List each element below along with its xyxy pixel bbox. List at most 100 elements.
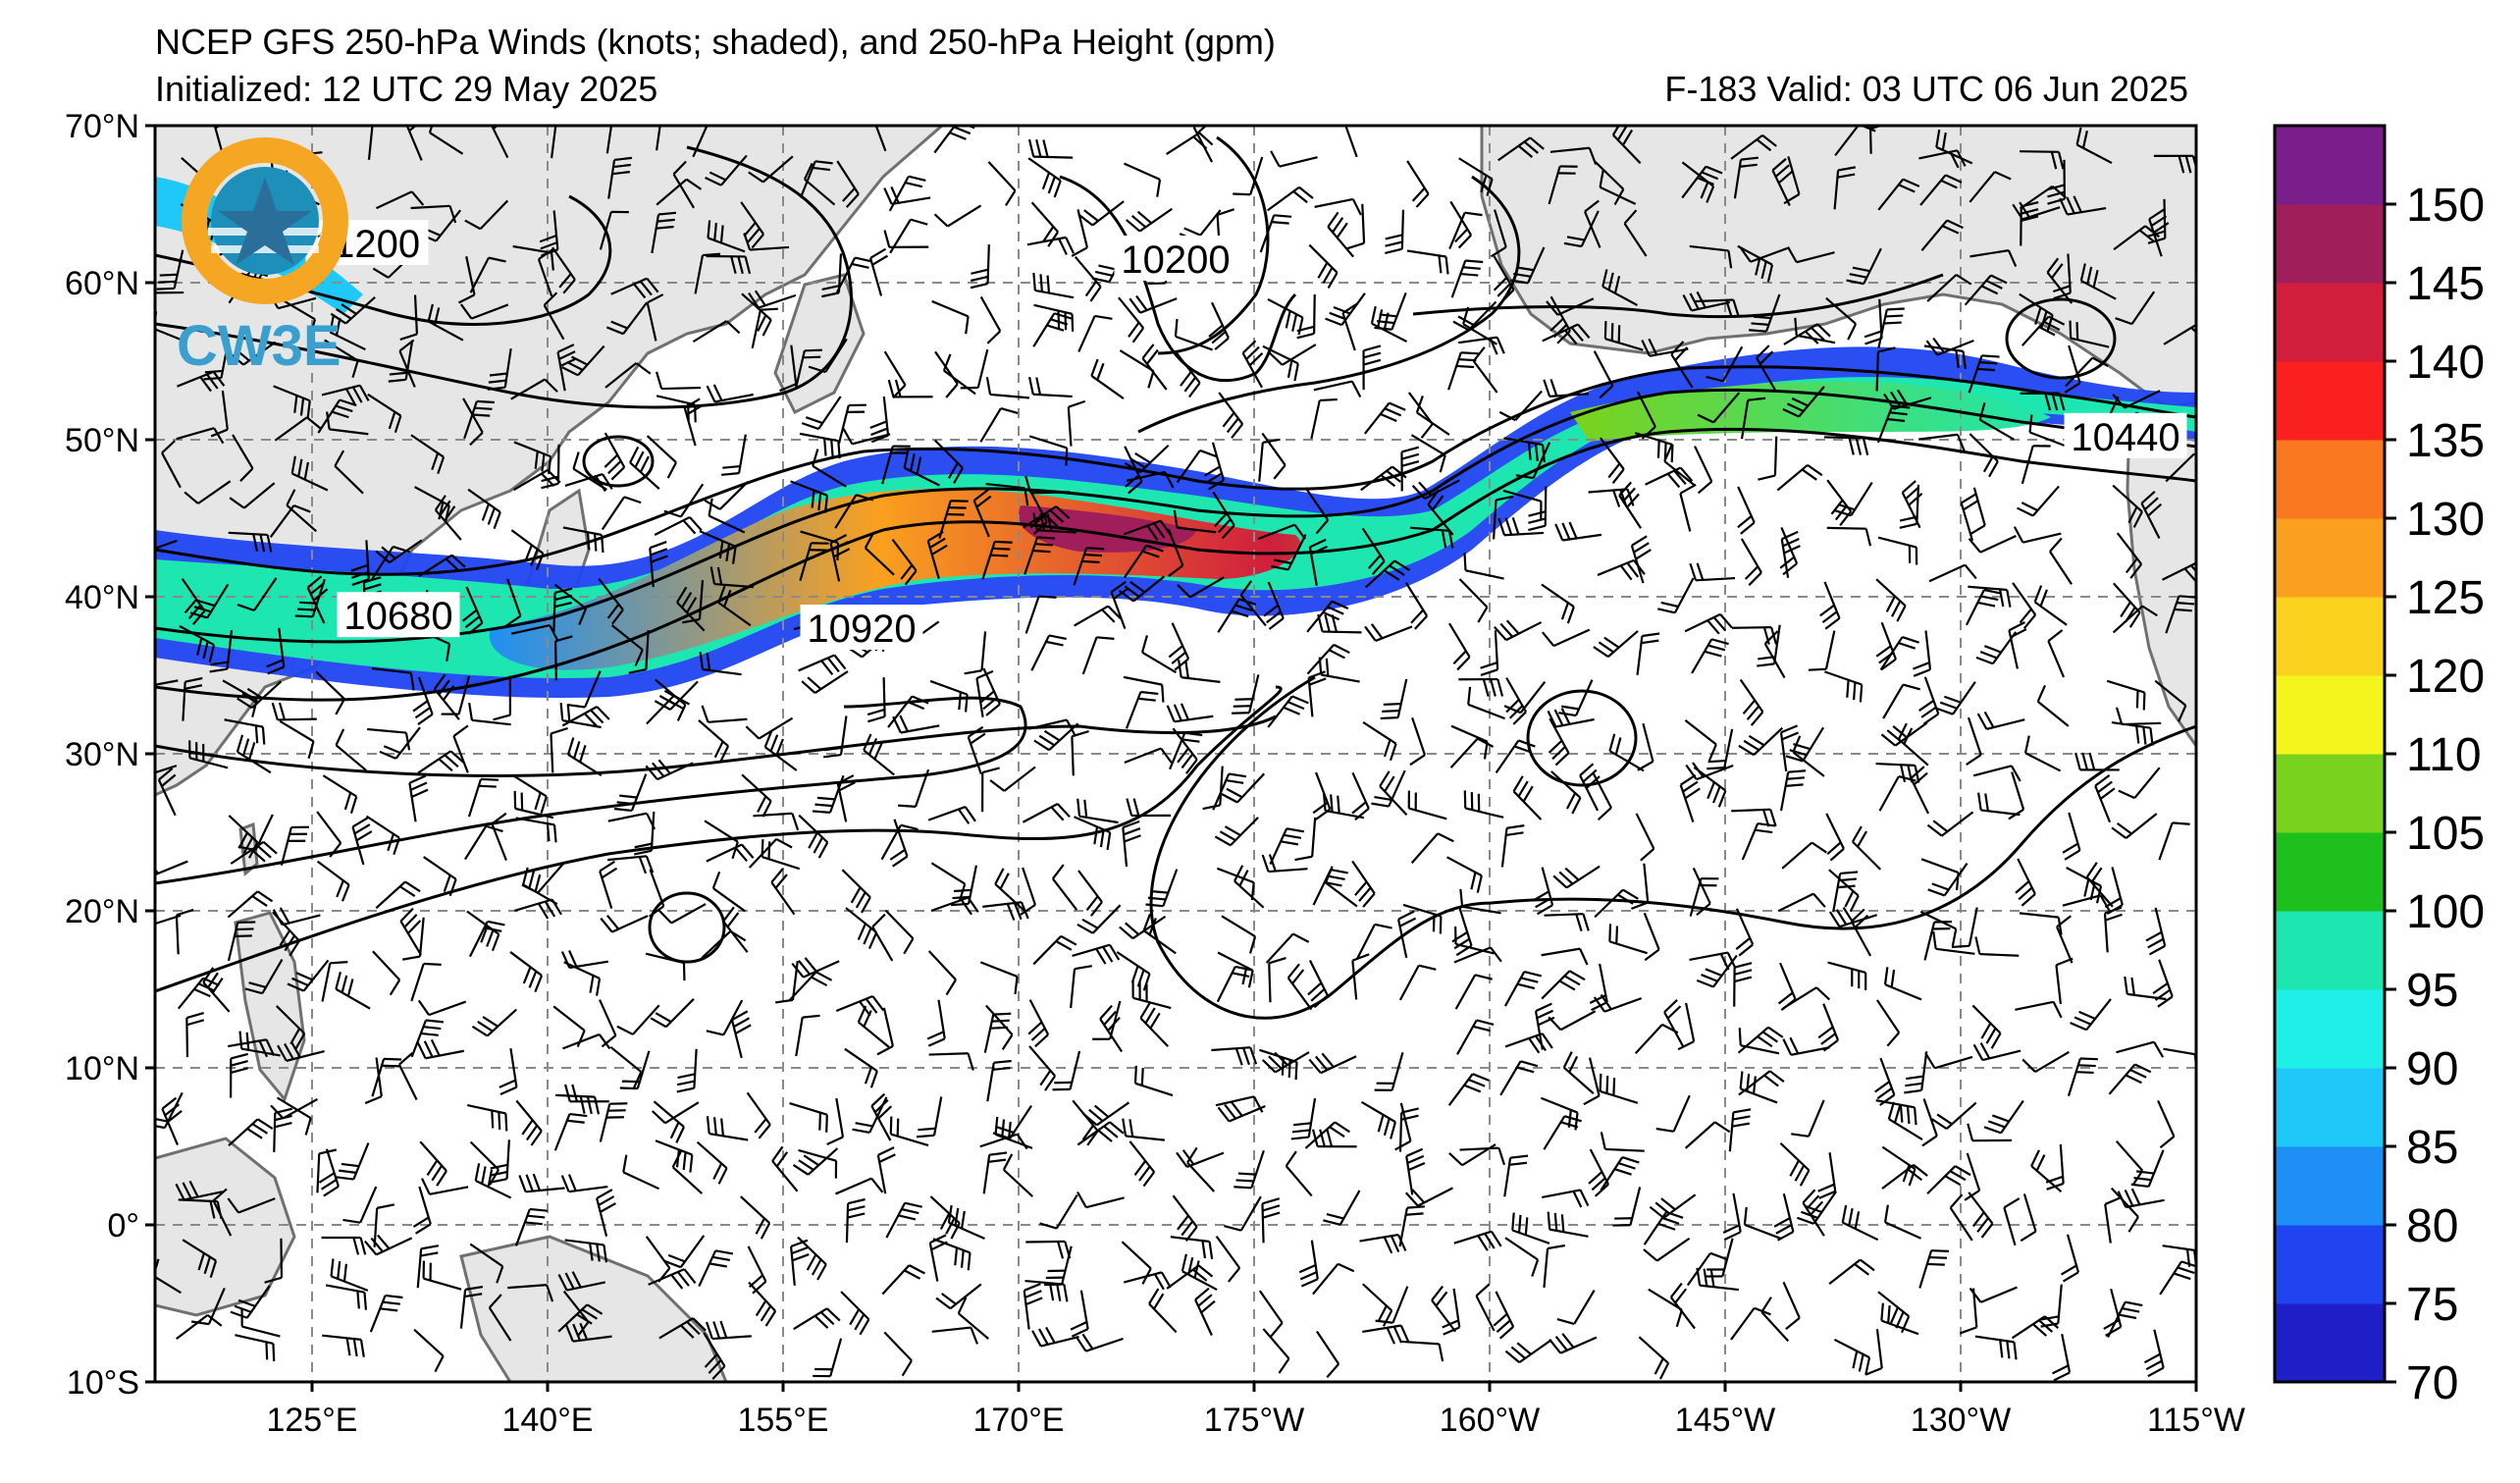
wind-barb (469, 256, 506, 293)
height-contour (1059, 175, 1297, 383)
wind-barb (1119, 349, 1155, 389)
wind-barb (572, 451, 607, 491)
wind-barb (351, 817, 373, 866)
north-america-west (2126, 400, 2196, 749)
wind-barb (2067, 1057, 2098, 1096)
wind-barb (322, 1334, 365, 1357)
wind-barb (273, 385, 311, 419)
wind-barb (929, 1195, 961, 1240)
wind-barb (493, 675, 511, 721)
wind-barb (1323, 1190, 1361, 1226)
wind-barb (459, 1285, 484, 1329)
wind-barb (467, 1103, 508, 1132)
wind-barb (2118, 767, 2161, 800)
wind-barb (1472, 346, 1498, 394)
wind-barb (1290, 1097, 1317, 1140)
wind-barb (1972, 765, 2021, 782)
wind-barb (1966, 716, 1982, 766)
colorbar-bin (2275, 283, 2385, 362)
philippines (234, 911, 306, 1103)
wind-barb (835, 995, 885, 1017)
wind-barb (1269, 827, 1305, 866)
wind-barb (1296, 293, 1316, 340)
colorbar-label: 125 (2406, 572, 2485, 624)
wind-barb (2021, 1050, 2071, 1074)
wind-barb (1791, 1099, 1825, 1138)
colorbar-label: 100 (2406, 886, 2485, 938)
wind-barb (468, 702, 511, 726)
wind-barb (706, 843, 755, 863)
wind-barb (929, 679, 969, 713)
wind-barb (1879, 636, 1919, 671)
wind-barb (1542, 628, 1591, 648)
wind-barb (683, 397, 703, 447)
wind-barb (1168, 622, 1190, 671)
colorbar-label: 130 (2406, 494, 2485, 546)
wind-barb (1410, 434, 1446, 473)
wind-barb (189, 583, 230, 619)
wind-barb (1968, 354, 2000, 394)
wind-barb (1608, 924, 1648, 955)
wind-barb (1498, 390, 1543, 422)
wind-barb (1261, 1197, 1281, 1244)
wind-barb (1371, 769, 1406, 808)
wind-barb (379, 726, 421, 760)
wind-barb (2115, 707, 2162, 726)
wind-barb (947, 1204, 985, 1241)
wind-barb (676, 586, 706, 632)
wind-barb (1783, 323, 1831, 345)
wind-barb (202, 967, 231, 1013)
wind-barb (1635, 813, 1655, 862)
wind-barb (334, 450, 364, 495)
wind-barb (1178, 660, 1221, 683)
wind-barb (1543, 1244, 1565, 1288)
wind-barb (2030, 1149, 2063, 1193)
wind-barb (1394, 1102, 1412, 1151)
wind-barb (1875, 578, 1907, 622)
wind-barb (835, 256, 873, 293)
wind-barb (1974, 936, 2020, 957)
wind-barb (1547, 1211, 1589, 1238)
wind-barb (1361, 527, 1386, 575)
wind-barb (1022, 803, 1071, 823)
wind-barb (562, 526, 604, 554)
wind-barb (1735, 908, 1755, 957)
wind-barb (1267, 297, 1304, 336)
wind-barb (559, 703, 602, 729)
wind-barb (2064, 344, 2081, 394)
wind-barb (190, 1287, 226, 1326)
wind-barb (1027, 718, 1076, 736)
wind-barb (1965, 588, 2002, 626)
wind-barb (646, 293, 664, 342)
height-contour (155, 685, 1283, 993)
wind-barb (970, 244, 990, 290)
wind-barb (1833, 166, 1857, 210)
wind-barb (1126, 798, 1172, 818)
wind-barb (596, 1189, 616, 1237)
wind-barb (1341, 302, 1359, 351)
wind-barb (1175, 350, 1201, 398)
wind-barb (369, 1294, 403, 1333)
wind-barb (881, 1264, 925, 1296)
wind-barb (823, 715, 848, 759)
colorbar-bin (2275, 126, 2385, 205)
wind-barb (1145, 869, 1179, 908)
wind-barb (1239, 580, 1267, 627)
wind-barb (1670, 341, 1694, 389)
wind-barb (606, 855, 655, 874)
wind-barb (876, 1146, 896, 1194)
wind-barb (1459, 888, 1501, 915)
lat-label: 30°N (65, 736, 139, 773)
wind-barb (2049, 537, 2073, 585)
wind-barb (1051, 864, 1078, 911)
wind-barb (967, 725, 986, 774)
wind-barb (459, 303, 509, 320)
wind-barb (1218, 392, 1244, 439)
wind-barb (891, 538, 918, 586)
wind-barb (272, 907, 321, 927)
wind-barb (1122, 1118, 1165, 1141)
wind-barb (808, 338, 848, 374)
height-contour-closed (2005, 297, 2117, 380)
wind-barb (467, 777, 499, 818)
wind-barb (1077, 314, 1113, 352)
